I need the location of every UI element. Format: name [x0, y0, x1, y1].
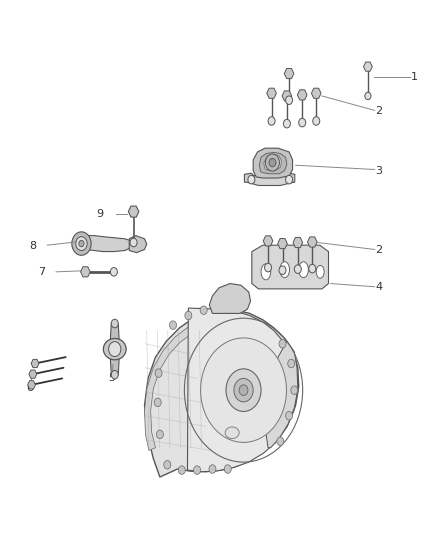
Polygon shape: [209, 284, 251, 313]
Circle shape: [248, 175, 255, 184]
Circle shape: [185, 311, 192, 320]
Circle shape: [234, 378, 253, 402]
Ellipse shape: [103, 338, 126, 360]
Circle shape: [109, 342, 121, 357]
Polygon shape: [307, 237, 317, 247]
Polygon shape: [110, 359, 119, 375]
Circle shape: [286, 96, 293, 104]
Ellipse shape: [299, 262, 308, 278]
Text: 3: 3: [375, 166, 382, 175]
Circle shape: [286, 411, 293, 420]
Polygon shape: [77, 236, 131, 252]
Circle shape: [72, 232, 91, 255]
Circle shape: [224, 465, 231, 473]
Circle shape: [209, 465, 216, 473]
Polygon shape: [128, 206, 139, 217]
Circle shape: [283, 119, 290, 128]
Circle shape: [268, 117, 275, 125]
Circle shape: [239, 385, 248, 395]
Polygon shape: [286, 173, 295, 182]
Circle shape: [226, 369, 261, 411]
Circle shape: [164, 461, 171, 469]
Text: 2: 2: [375, 106, 382, 116]
Circle shape: [110, 268, 117, 276]
Polygon shape: [129, 236, 147, 253]
Text: 4: 4: [375, 282, 382, 292]
Polygon shape: [264, 155, 282, 171]
Polygon shape: [278, 238, 287, 249]
Polygon shape: [267, 88, 276, 99]
Circle shape: [130, 238, 137, 247]
Polygon shape: [284, 68, 294, 79]
Polygon shape: [253, 148, 293, 178]
Polygon shape: [28, 381, 35, 389]
Circle shape: [288, 359, 295, 368]
Circle shape: [79, 240, 84, 247]
Circle shape: [200, 306, 207, 314]
Circle shape: [299, 118, 306, 127]
Text: 7: 7: [39, 267, 46, 277]
Polygon shape: [311, 88, 321, 99]
Ellipse shape: [316, 265, 324, 278]
Circle shape: [178, 466, 185, 474]
Circle shape: [156, 430, 163, 439]
Ellipse shape: [261, 264, 271, 280]
Polygon shape: [252, 245, 328, 289]
Polygon shape: [282, 91, 292, 101]
Circle shape: [286, 175, 293, 184]
Circle shape: [111, 370, 118, 379]
Polygon shape: [29, 370, 37, 378]
Polygon shape: [31, 359, 39, 368]
Text: 6: 6: [26, 383, 33, 393]
Ellipse shape: [225, 427, 239, 439]
Polygon shape: [145, 316, 215, 450]
Polygon shape: [297, 90, 307, 100]
Circle shape: [154, 398, 161, 407]
Circle shape: [111, 319, 118, 328]
Polygon shape: [364, 62, 372, 71]
Polygon shape: [145, 309, 299, 477]
Polygon shape: [187, 308, 298, 472]
Text: 9: 9: [97, 209, 104, 219]
Circle shape: [313, 117, 320, 125]
Circle shape: [170, 321, 177, 329]
Circle shape: [155, 369, 162, 377]
Text: 1: 1: [410, 72, 417, 82]
Polygon shape: [247, 175, 293, 185]
Polygon shape: [110, 324, 119, 340]
Circle shape: [309, 264, 316, 273]
Text: 5: 5: [108, 374, 115, 383]
Circle shape: [194, 466, 201, 474]
Text: 8: 8: [29, 241, 36, 251]
Circle shape: [291, 386, 298, 394]
Circle shape: [294, 265, 301, 273]
Circle shape: [265, 263, 272, 272]
Polygon shape: [293, 237, 303, 248]
Circle shape: [201, 338, 286, 442]
Polygon shape: [244, 173, 254, 182]
Polygon shape: [81, 266, 90, 277]
Circle shape: [265, 154, 279, 171]
Circle shape: [269, 158, 276, 167]
Ellipse shape: [280, 262, 290, 278]
Polygon shape: [265, 341, 298, 448]
Circle shape: [76, 237, 87, 251]
Circle shape: [277, 437, 284, 446]
Circle shape: [279, 340, 286, 348]
Polygon shape: [263, 236, 273, 246]
Text: 2: 2: [375, 245, 382, 255]
Circle shape: [279, 266, 286, 274]
Circle shape: [365, 92, 371, 100]
Polygon shape: [259, 152, 287, 174]
